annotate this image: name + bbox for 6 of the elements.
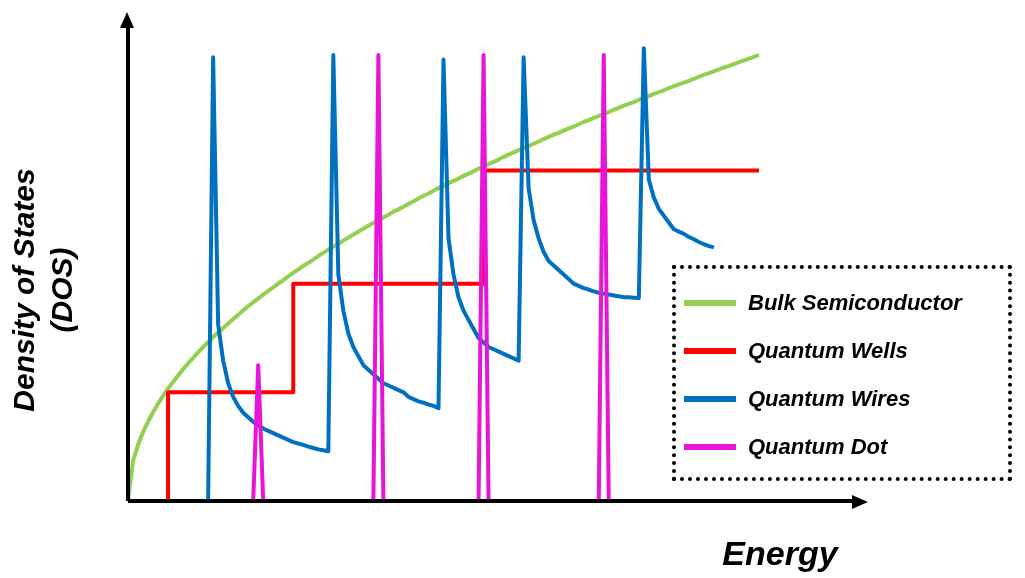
legend-label: Quantum Dot <box>748 434 888 460</box>
x-axis-title: Energy <box>721 534 840 573</box>
legend-label: Quantum Wells <box>748 338 908 364</box>
legend-label: Bulk Semiconductor <box>748 290 962 316</box>
legend-label: Quantum Wires <box>748 386 911 412</box>
y-axis-title: Density of States (DOS) <box>6 167 79 414</box>
